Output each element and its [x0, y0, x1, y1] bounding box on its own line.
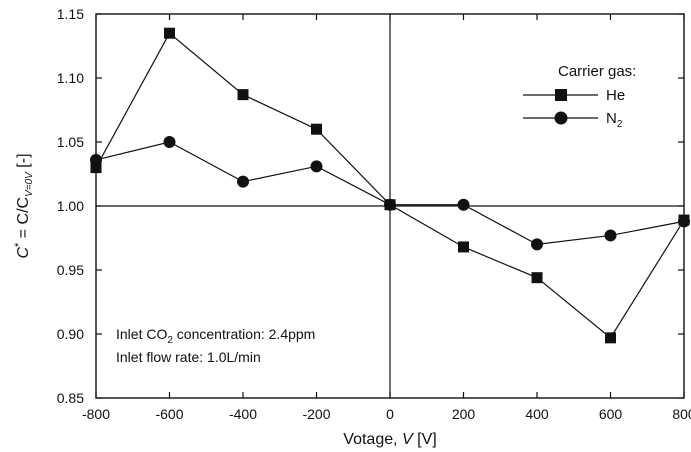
y-label-eq: = C/C — [15, 197, 32, 243]
y-axis-label: C* = C/CV=0V [-] — [13, 153, 35, 258]
data-point-n2 — [237, 175, 249, 188]
legend-marker-n2 — [554, 111, 568, 125]
x-tick-label: 0 — [386, 406, 394, 422]
data-point-he — [237, 89, 249, 101]
y-tick-label: 0.95 — [57, 262, 84, 278]
y-tick-label: 1.15 — [57, 6, 84, 22]
annotation-co2: Inlet CO2 concentration: 2.4ppm — [116, 326, 315, 346]
x-tick-label: 200 — [452, 406, 476, 422]
x-axis-label: Votage, V [V] — [343, 431, 436, 448]
series-group — [90, 27, 690, 344]
y-tick-label: 1.10 — [57, 70, 84, 86]
y-label-unit: [-] — [15, 153, 32, 172]
data-point-n2 — [457, 198, 470, 211]
x-tick-label: -600 — [155, 406, 183, 422]
data-point-he — [458, 241, 469, 253]
y-tick-label: 0.85 — [57, 390, 84, 406]
axis-ticks — [95, 13, 685, 399]
x-tick-label: -800 — [82, 406, 110, 422]
x-tick-label: -400 — [229, 406, 257, 422]
data-point-n2 — [163, 136, 176, 148]
data-point-he — [311, 123, 322, 135]
y-tick-label: 0.90 — [57, 326, 84, 342]
x-tick-label: 400 — [525, 406, 549, 422]
data-point-n2 — [310, 160, 323, 173]
tick-labels: -800 -600 -400 -200 0 200 400 600 800 0.85 0.90 0.9… — [57, 6, 691, 422]
y-tick-label: 1.05 — [57, 134, 84, 150]
x-tick-label: 600 — [599, 406, 623, 422]
annotation-flow: Inlet flow rate: 1.0L/min — [116, 349, 261, 365]
x-label-var: V — [402, 431, 414, 448]
x-label-main: Votage, — [343, 431, 402, 448]
y-label-star: * — [13, 242, 25, 247]
data-point-n2 — [384, 198, 396, 211]
legend: Carrier gas: He N2 — [523, 63, 636, 130]
data-point-he — [531, 272, 543, 284]
legend-label-n2: N2 — [606, 110, 623, 130]
y-label-c: C — [15, 247, 32, 259]
x-tick-label: 800 — [672, 406, 691, 422]
data-point-n2 — [604, 229, 617, 242]
data-point-n2 — [531, 238, 543, 251]
data-point-he — [164, 27, 175, 39]
legend-marker-he — [555, 89, 567, 101]
y-tick-label: 1.00 — [57, 198, 84, 214]
data-point-he — [605, 332, 616, 344]
x-tick-label: -200 — [302, 406, 330, 422]
y-label-sub: V=0V — [24, 171, 35, 197]
legend-label-he: He — [606, 87, 625, 104]
legend-title: Carrier gas: — [558, 63, 636, 80]
x-label-unit: [V] — [413, 431, 437, 448]
